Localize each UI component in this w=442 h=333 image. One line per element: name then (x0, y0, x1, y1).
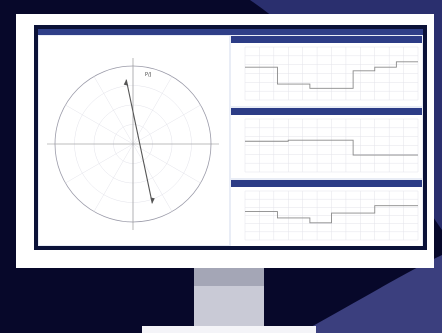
polar-grid (47, 58, 219, 230)
polar-spoke (93, 76, 134, 145)
strip-header-2 (231, 108, 422, 115)
polar-spoke (132, 76, 173, 145)
strip-chart-1 (231, 36, 422, 106)
polar-vector (125, 79, 153, 204)
monitor-stand-base (142, 326, 316, 333)
polar-spoke (132, 104, 201, 145)
step-trace (245, 61, 418, 89)
polar-spoke (65, 104, 134, 145)
vector-label: P/J (145, 72, 151, 78)
strip-plot-1 (244, 46, 419, 101)
polar-spoke (65, 143, 134, 184)
menu-bar (38, 29, 423, 35)
strip-header-1 (231, 36, 422, 43)
polar-spoke (132, 143, 173, 212)
strip-header-3 (231, 180, 422, 187)
polar-spoke (93, 143, 134, 212)
polar-spoke (132, 143, 201, 184)
strip-plot-2 (244, 118, 419, 173)
monitor-stand-shadow (194, 268, 264, 286)
polar-plot: P/J (47, 58, 219, 230)
strip-plot-3 (244, 190, 419, 241)
polar-panel: P/J (39, 36, 229, 245)
app-window: P/J (38, 29, 423, 246)
vector-arrowhead (150, 197, 155, 204)
strip-chart-2 (231, 108, 422, 178)
strip-chart-3 (231, 180, 422, 246)
vector-arrowhead (123, 79, 129, 86)
monitor-screen: P/J (34, 25, 427, 250)
step-trace (245, 205, 418, 224)
step-trace (245, 139, 418, 156)
